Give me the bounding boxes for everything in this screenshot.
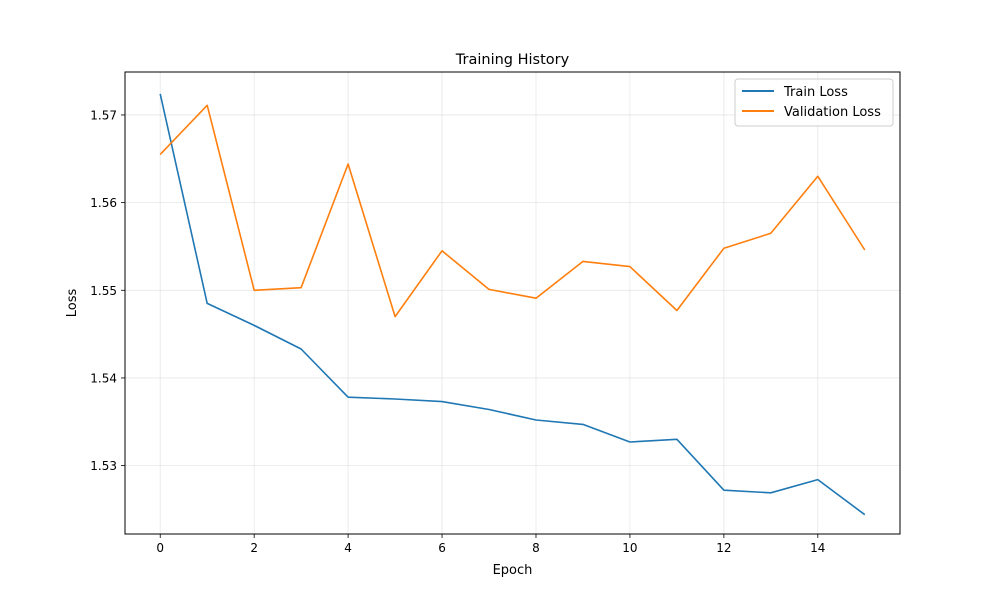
y-tick-label: 1.57 (90, 108, 117, 122)
x-tick-label: 14 (810, 541, 825, 555)
x-tick-label: 0 (156, 541, 164, 555)
legend: Train Loss Validation Loss (734, 78, 894, 127)
series-line-validation-loss (159, 104, 866, 318)
x-tick-label: 10 (622, 541, 637, 555)
x-tick-label: 8 (532, 541, 540, 555)
plot-frame (124, 71, 901, 535)
axis-ticks: 0 2 4 6 8 10 12 14 1.53 1.54 1.55 1.56 1.57 (90, 108, 825, 555)
legend-label-train-loss: Train Loss (783, 85, 848, 100)
grid (125, 72, 900, 534)
x-tick-label: 4 (344, 541, 352, 555)
chart-title: Training History (455, 52, 570, 68)
series-lines (159, 93, 866, 516)
x-tick-label: 6 (438, 541, 446, 555)
legend-label-validation-loss: Validation Loss (784, 105, 881, 120)
x-tick-label: 12 (716, 541, 731, 555)
y-tick-label: 1.54 (90, 371, 117, 385)
y-tick-label: 1.53 (90, 459, 117, 473)
legend-box (734, 78, 894, 127)
series-line-train-loss (159, 93, 866, 516)
y-tick-label: 1.55 (90, 284, 117, 298)
y-tick-label: 1.56 (90, 196, 117, 210)
y-axis-label: Loss (65, 289, 80, 318)
x-tick-label: 2 (250, 541, 258, 555)
x-axis-label: Epoch (493, 563, 533, 578)
